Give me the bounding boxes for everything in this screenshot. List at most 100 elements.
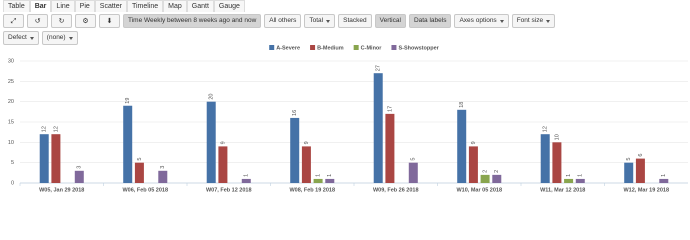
icon-button[interactable]: ⤢ — [3, 14, 24, 28]
label: (none) — [46, 34, 66, 41]
tab-bar: Table Bar Line Pie Scatter Timeline Map … — [3, 0, 245, 12]
bar — [39, 134, 49, 183]
bar — [480, 174, 490, 183]
x-tick-label: W12, Mar 19 2018 — [623, 187, 669, 193]
label: Data labels — [413, 17, 447, 24]
legend-swatch — [391, 45, 397, 50]
bar — [373, 73, 383, 183]
label: Axes options — [459, 17, 497, 24]
data-label: 5 — [137, 158, 143, 161]
button[interactable]: Time Weekly between 8 weeks ago and now — [123, 14, 262, 28]
data-label: 20 — [209, 94, 215, 100]
data-label: 1 — [566, 174, 572, 177]
data-label: 5 — [411, 158, 417, 161]
icon-button[interactable]: ⚙ — [75, 14, 96, 28]
data-label: 3 — [160, 166, 166, 169]
icon-button[interactable]: ⬇ — [99, 14, 120, 28]
bar — [51, 134, 61, 183]
data-label: 1 — [316, 174, 322, 177]
bar — [206, 101, 216, 183]
x-tick-label: W06, Feb 05 2018 — [122, 187, 168, 193]
bar — [325, 178, 335, 183]
data-label: 2 — [483, 170, 489, 173]
button[interactable]: Vertical — [374, 14, 406, 28]
label: All others — [269, 17, 297, 24]
data-label: 3 — [77, 166, 83, 169]
dropdown[interactable]: Total — [304, 14, 336, 28]
y-tick-label: 15 — [8, 119, 14, 125]
tab[interactable]: Map — [163, 0, 187, 12]
x-tick-label: W05, Jan 29 2018 — [39, 187, 84, 193]
label: Total — [309, 17, 324, 24]
data-label: 1 — [661, 174, 667, 177]
y-tick-label: 10 — [8, 140, 14, 146]
bar — [552, 142, 562, 183]
y-tick-label: 30 — [8, 58, 14, 64]
dropdown[interactable]: (none) — [41, 31, 78, 45]
bar — [564, 178, 574, 183]
legend-label: S-Showstopper — [398, 45, 439, 51]
data-label: 1 — [327, 174, 333, 177]
bar — [540, 134, 550, 183]
data-label: 1 — [578, 174, 584, 177]
bar — [385, 113, 395, 183]
label: Time Weekly between 8 weeks ago and now — [128, 17, 257, 24]
y-tick-label: 5 — [11, 160, 14, 166]
data-label: 2 — [494, 170, 500, 173]
data-label: 5 — [626, 158, 632, 161]
y-tick-label: 25 — [8, 79, 14, 85]
data-label: 27 — [376, 65, 382, 71]
bar — [575, 178, 585, 183]
data-label: 1 — [244, 174, 250, 177]
x-tick-label: W10, Mar 05 2018 — [456, 187, 502, 193]
dropdown[interactable]: Axes options — [454, 14, 509, 28]
bar — [74, 170, 84, 183]
tab[interactable]: Table — [3, 0, 30, 12]
bar — [492, 174, 502, 183]
label: Font size — [516, 17, 544, 24]
bar — [123, 105, 133, 183]
data-label: 9 — [220, 141, 226, 144]
icon-button[interactable]: ↺ — [27, 14, 48, 28]
dropdown[interactable]: Font size — [511, 14, 556, 28]
data-label: 12 — [53, 126, 59, 132]
button[interactable]: Stacked — [338, 14, 372, 28]
data-label: 12 — [543, 126, 549, 132]
bar — [301, 146, 311, 183]
legend-swatch — [310, 45, 316, 50]
data-label: 17 — [387, 106, 393, 112]
button[interactable]: All others — [264, 14, 302, 28]
tab[interactable]: Gantt — [186, 0, 214, 12]
legend-label: B-Medium — [317, 45, 344, 51]
y-tick-label: 0 — [11, 180, 14, 186]
bar — [134, 162, 144, 183]
x-tick-label: W11, Mar 12 2018 — [540, 187, 585, 193]
icon-button[interactable]: ↻ — [51, 14, 72, 28]
data-label: 19 — [125, 98, 131, 104]
bar — [218, 146, 228, 183]
x-tick-label: W08, Feb 19 2018 — [289, 187, 335, 193]
bar — [158, 170, 168, 183]
data-label: 16 — [292, 110, 298, 116]
tab[interactable]: Line — [51, 0, 75, 12]
page: Table Bar Line Pie Scatter Timeline Map … — [3, 0, 688, 194]
tab[interactable]: Timeline — [126, 0, 164, 12]
data-label: 18 — [459, 102, 465, 108]
tab[interactable]: Bar — [29, 0, 52, 12]
tab[interactable]: Pie — [74, 0, 95, 12]
data-label: 12 — [42, 126, 48, 132]
data-label: 9 — [304, 141, 310, 144]
button[interactable]: Data labels — [408, 14, 452, 28]
data-label: 6 — [638, 154, 644, 157]
dropdown[interactable]: Defect — [3, 31, 39, 45]
bar — [241, 178, 251, 183]
bar — [408, 162, 418, 183]
legend-swatch — [269, 45, 275, 50]
tab[interactable]: Scatter — [94, 0, 127, 12]
filter-bar: Defect (none) — [3, 31, 78, 45]
label: Vertical — [379, 17, 401, 24]
label: Stacked — [343, 17, 367, 24]
tab[interactable]: Gauge — [213, 0, 245, 12]
legend-swatch — [353, 45, 359, 50]
